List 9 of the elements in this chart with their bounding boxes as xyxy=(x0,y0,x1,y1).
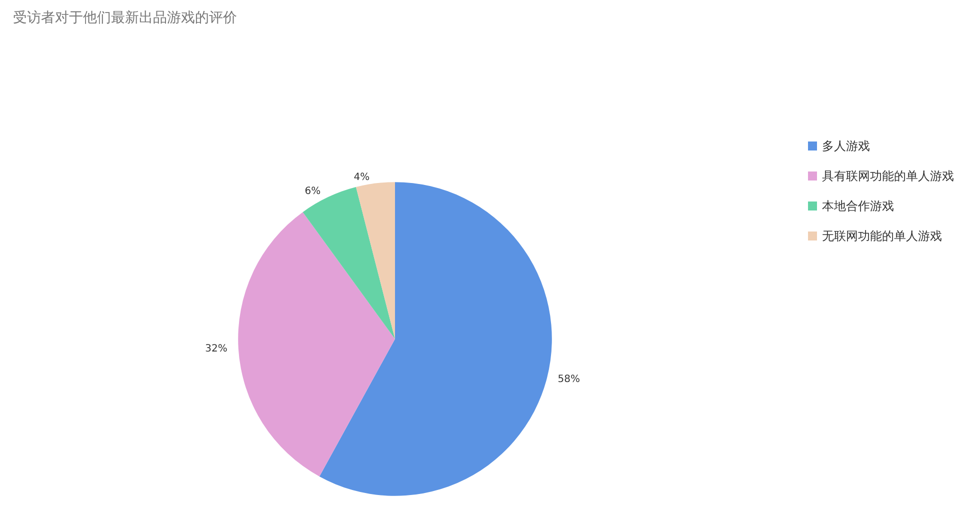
chart-title: 受访者对于他们最新出品游戏的评价 xyxy=(13,10,237,26)
data-label: 4% xyxy=(354,172,370,183)
data-label: 32% xyxy=(205,344,228,355)
data-label: 6% xyxy=(304,186,321,198)
legend-label: 多人游戏 xyxy=(822,139,870,153)
legend-label: 无联网功能的单人游戏 xyxy=(822,229,942,243)
legend-label: 具有联网功能的单人游戏 xyxy=(822,169,954,183)
data-label: 58% xyxy=(558,374,580,386)
legend-label: 本地合作游戏 xyxy=(822,199,894,213)
